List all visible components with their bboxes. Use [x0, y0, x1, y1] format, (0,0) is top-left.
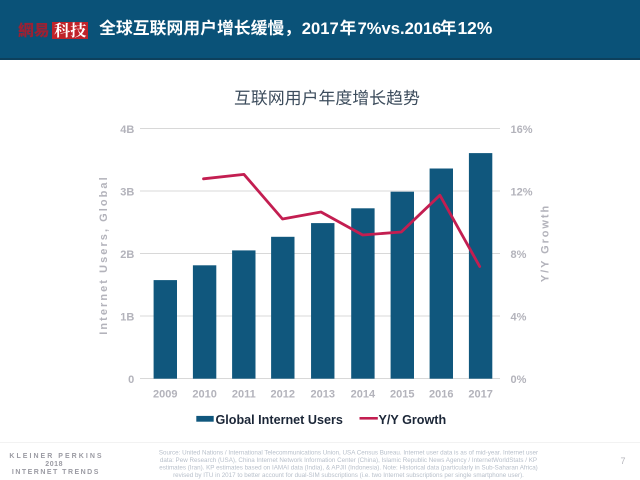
svg-text:2016: 2016	[429, 389, 453, 401]
svg-text:12%: 12%	[458, 18, 493, 38]
svg-text:4%: 4%	[511, 312, 527, 324]
svg-text:revised by ITU in 2017 to bett: revised by ITU in 2017 to better account…	[173, 472, 524, 479]
svg-text:Source: United Nations / Inter: Source: United Nations / International T…	[159, 450, 538, 457]
svg-text:8%: 8%	[511, 249, 527, 261]
svg-text:Y/Y Growth: Y/Y Growth	[379, 413, 447, 427]
svg-text:2017: 2017	[468, 389, 492, 401]
svg-text:7: 7	[620, 456, 625, 466]
svg-text:3B: 3B	[120, 187, 134, 199]
svg-text:16%: 16%	[511, 124, 533, 136]
svg-text:2011: 2011	[232, 389, 256, 401]
svg-text:4B: 4B	[120, 124, 134, 136]
svg-text:2015: 2015	[390, 389, 414, 401]
svg-text:Internet Users, Global: Internet Users, Global	[98, 175, 110, 334]
svg-text:12%: 12%	[511, 187, 533, 199]
svg-text:1B: 1B	[120, 312, 134, 324]
svg-text:2012: 2012	[271, 389, 295, 401]
svg-text:2009: 2009	[153, 389, 177, 401]
svg-text:estimates (Iran). KP estimates: estimates (Iran). KP estimates based on …	[159, 464, 538, 471]
svg-text:2013: 2013	[311, 389, 335, 401]
svg-text:2010: 2010	[192, 389, 216, 401]
svg-text:Global Internet Users: Global Internet Users	[216, 413, 343, 427]
svg-text:0: 0	[128, 374, 134, 386]
svg-text:2B: 2B	[120, 249, 134, 261]
svg-text:INTERNET TRENDS: INTERNET TRENDS	[12, 469, 100, 476]
svg-text:KLEINER PERKINS: KLEINER PERKINS	[9, 453, 103, 460]
svg-text:2017: 2017	[302, 19, 339, 38]
svg-text:data: Pew Research (USA), Chin: data: Pew Research (USA), China Internet…	[160, 457, 537, 464]
svg-text:Y/Y Growth: Y/Y Growth	[540, 204, 552, 282]
svg-text:2014: 2014	[351, 389, 376, 401]
svg-text:2018: 2018	[45, 461, 63, 468]
svg-text:7%vs.2016: 7%vs.2016	[358, 19, 442, 38]
svg-text:0%: 0%	[511, 374, 527, 386]
